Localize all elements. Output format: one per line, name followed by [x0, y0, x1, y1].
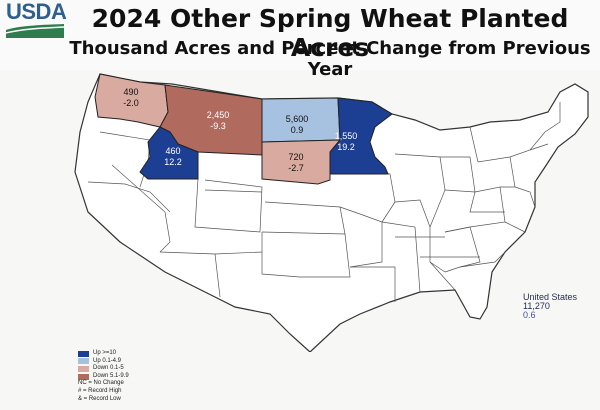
- state-south-dakota: [261, 139, 342, 185]
- legend-item-up-0-1: Up 0.1-4.9: [78, 358, 129, 366]
- legend-item-down-5-1: Down 5.1-9.9: [78, 373, 129, 381]
- legend-swatch: [78, 365, 89, 372]
- usda-logo: USDA: [6, 0, 67, 38]
- united-states-label: United States: [523, 292, 578, 302]
- washington-change-label: -2.0: [123, 98, 139, 108]
- map-subtitle: Thousand Acres and Percent Change from P…: [69, 38, 591, 80]
- legend-swatch: [78, 373, 89, 380]
- minnesota-change-label: 19.2: [337, 142, 355, 152]
- united-states-change: 0.6: [523, 310, 536, 320]
- washington-acres-label: 490: [123, 87, 138, 97]
- map-legend: Up >=10 Up 0.1-4.9 Down 0.1-5 Down 5.1-9…: [78, 350, 129, 403]
- united-states-acres: 11,270: [523, 301, 550, 311]
- state-idaho: [139, 126, 199, 180]
- idaho-change-label: 12.2: [164, 157, 182, 167]
- legend-swatch: [78, 358, 89, 365]
- montana-acres-label: 2,450: [207, 110, 230, 120]
- state-washington: [94, 73, 169, 128]
- us-state-map: 490 -2.0 2,450 -9.3 460 12.2 5,600 0.9 7…: [74, 73, 589, 352]
- north-dakota-acres-label: 5,600: [286, 114, 309, 124]
- legend-note-record-high: # = Record High: [78, 387, 122, 394]
- legend-item-up-10: Up >=10: [78, 350, 129, 358]
- legend-item-down-0-1: Down 0.1-5: [78, 365, 129, 373]
- legend-swatch: [78, 350, 89, 357]
- usda-logo-landscape-icon: [6, 24, 64, 38]
- united-states-total: United States 11,270 0.6: [523, 293, 577, 320]
- montana-change-label: -9.3: [210, 121, 226, 131]
- legend-note-no-change: NC = No Change: [78, 380, 124, 387]
- header: USDA 2024 Other Spring Wheat Planted Acr…: [0, 0, 600, 80]
- legend-label: Up >=10: [93, 350, 117, 356]
- idaho-acres-label: 460: [165, 146, 180, 156]
- north-dakota-change-label: 0.9: [291, 125, 304, 135]
- south-dakota-change-label: -2.7: [288, 163, 304, 173]
- legend-label: Down 5.1-9.9: [93, 372, 129, 379]
- legend-note-record-low: & = Record Low: [78, 395, 121, 402]
- legend-label: Up 0.1-4.9: [93, 357, 122, 364]
- usda-logo-text: USDA: [6, 0, 67, 24]
- map-title: 2024 Other Spring Wheat Planted Acres: [91, 4, 569, 62]
- south-dakota-acres-label: 720: [288, 152, 303, 162]
- legend-label: Down 0.1-5: [93, 365, 124, 372]
- state-minnesota: [329, 97, 393, 175]
- minnesota-acres-label: 1,550: [335, 131, 358, 141]
